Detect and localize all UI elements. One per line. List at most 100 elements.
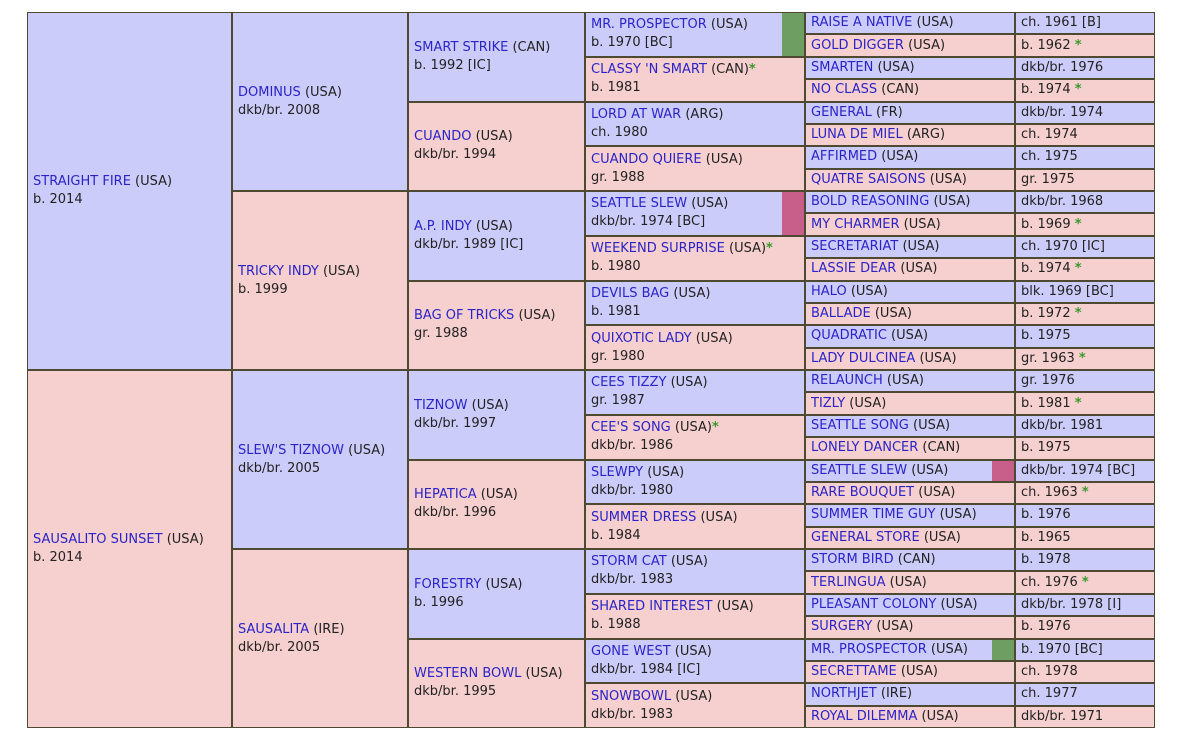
info-line: gr. 1976: [1021, 372, 1149, 390]
origin: (USA): [710, 17, 748, 33]
horse-name[interactable]: SHARED INTEREST: [591, 599, 713, 615]
horse-name[interactable]: FORESTRY: [414, 576, 482, 592]
horse-name[interactable]: QUATRE SAISONS: [811, 171, 926, 187]
horse-name[interactable]: SLEWPY: [591, 464, 644, 480]
horse-name[interactable]: RELAUNCH: [811, 373, 883, 389]
horse-name[interactable]: GENERAL STORE: [811, 529, 920, 545]
horse-name[interactable]: HALO: [811, 283, 847, 299]
origin: (USA): [700, 509, 738, 525]
horse-name[interactable]: ROYAL DILEMMA: [811, 708, 918, 724]
horse-name[interactable]: DOMINUS: [238, 84, 301, 100]
horse-name[interactable]: SNOWBOWL: [591, 688, 672, 704]
info: dkb/br. 1980: [591, 482, 674, 498]
horse-name[interactable]: STORM CAT: [591, 554, 667, 570]
horse-name[interactable]: MY CHARMER: [811, 216, 900, 232]
horse-name[interactable]: GOLD DIGGER: [811, 37, 904, 53]
horse-name[interactable]: CLASSY 'N SMART: [591, 62, 707, 78]
info-cell: dkb/br. 1968: [1016, 192, 1154, 213]
horse-name[interactable]: GONE WEST: [591, 643, 671, 659]
horse-cell: QUADRATIC (USA): [806, 326, 1014, 347]
horse-name[interactable]: WESTERN BOWL: [414, 666, 522, 682]
horse-name[interactable]: QUIXOTIC LADY: [591, 330, 692, 346]
origin: (USA): [933, 194, 971, 210]
info: b. 1978: [1021, 552, 1071, 568]
horse-name[interactable]: STORM BIRD: [811, 552, 894, 568]
horse-name[interactable]: LUNA DE MIEL: [811, 127, 903, 143]
horse-name[interactable]: HEPATICA: [414, 487, 477, 503]
horse-name[interactable]: SMART STRIKE: [414, 39, 509, 55]
horse-name[interactable]: A.P. INDY: [414, 218, 472, 234]
horse-name[interactable]: NORTHJET: [811, 686, 877, 702]
horse-name[interactable]: CEES TIZZY: [591, 375, 667, 391]
horse-name[interactable]: CUANDO: [414, 129, 472, 145]
horse-cell: RELAUNCH (USA): [806, 371, 1014, 392]
horse-name[interactable]: MR. PROSPECTOR: [811, 641, 927, 657]
horse-name[interactable]: STRAIGHT FIRE: [33, 174, 131, 189]
info: dkb/br. 1974 [BC]: [1021, 462, 1136, 478]
info-line: blk. 1969 [BC]: [1021, 283, 1149, 301]
info-cell: blk. 1969 [BC]: [1016, 281, 1154, 302]
horse-name[interactable]: SAUSALITA: [238, 621, 310, 637]
info-line: b. 1988: [591, 616, 799, 634]
horse-cell: WEEKEND SURPRISE (USA)* b. 1980: [586, 236, 804, 280]
horse-name[interactable]: WEEKEND SURPRISE: [591, 241, 725, 257]
horse-name[interactable]: GENERAL: [811, 104, 872, 120]
horse-name[interactable]: CUANDO QUIERE: [591, 151, 702, 167]
horse-name[interactable]: QUADRATIC: [811, 328, 887, 344]
horse-name[interactable]: LASSIE DEAR: [811, 261, 897, 277]
horse-name[interactable]: SEATTLE SONG: [811, 417, 909, 433]
origin: (USA): [480, 487, 518, 503]
info: dkb/br. 1995: [414, 684, 497, 700]
horse-cell: LUNA DE MIEL (ARG): [806, 124, 1014, 146]
horse-name[interactable]: SURGERY: [811, 619, 873, 635]
info: b. 1972: [1021, 306, 1071, 322]
horse-name[interactable]: BALLADE: [811, 306, 871, 322]
info: b. 1992 [IC]: [414, 57, 491, 73]
origin: (USA): [485, 576, 523, 592]
name-line: CUANDO (USA): [414, 128, 579, 146]
horse-name[interactable]: AFFIRMED: [811, 149, 878, 165]
horse-name[interactable]: BAG OF TRICKS: [414, 308, 515, 324]
horse-name[interactable]: SEATTLE SLEW: [811, 462, 908, 478]
origin: (USA): [939, 507, 977, 523]
horse-name[interactable]: RAISE A NATIVE: [811, 15, 913, 31]
horse-cell: SUMMER TIME GUY (USA): [806, 505, 1014, 526]
horse-name[interactable]: LADY DULCINEA: [811, 350, 916, 366]
horse-name[interactable]: SLEW'S TIZNOW: [238, 442, 345, 458]
horse-name[interactable]: BOLD REASONING: [811, 194, 930, 210]
horse-name[interactable]: TIZLY: [811, 395, 846, 411]
horse-name[interactable]: LORD AT WAR: [591, 106, 682, 122]
horse-name[interactable]: MR. PROSPECTOR: [591, 17, 707, 33]
horse-name[interactable]: SEATTLE SLEW: [591, 196, 688, 212]
name-line: HEPATICA (USA): [414, 486, 579, 504]
horse-name[interactable]: SUMMER TIME GUY: [811, 507, 936, 523]
horse-name[interactable]: TIZNOW: [414, 397, 468, 413]
horse-name[interactable]: DEVILS BAG: [591, 285, 670, 301]
horse-cell: LASSIE DEAR (USA): [806, 259, 1014, 280]
name-line: MY CHARMER (USA): [811, 216, 1009, 234]
horse-name[interactable]: TRICKY INDY: [238, 263, 319, 279]
origin: (ARG): [685, 106, 724, 122]
star: *: [1081, 574, 1089, 590]
name-line: LADY DULCINEA (USA): [811, 350, 1009, 368]
horse-name[interactable]: TERLINGUA: [811, 574, 886, 590]
info-cell: ch. 1978: [1016, 661, 1154, 683]
horse-name[interactable]: RARE BOUQUET: [811, 485, 915, 501]
info: gr. 1975: [1021, 171, 1075, 187]
name-line: GONE WEST (USA): [591, 643, 799, 661]
horse-name[interactable]: NO CLASS: [811, 82, 878, 98]
horse-name[interactable]: CEE'S SONG: [591, 420, 671, 436]
horse-name[interactable]: LONELY DANCER: [811, 440, 919, 456]
horse-name[interactable]: SECRETTAME: [811, 664, 897, 680]
horse-name[interactable]: SAUSALITO SUNSET: [33, 532, 163, 547]
horse-name[interactable]: SMARTEN: [811, 59, 874, 75]
name-line: QUATRE SAISONS (USA): [811, 171, 1009, 189]
origin: (USA): [918, 485, 956, 501]
horse-name[interactable]: SECRETARIAT: [811, 238, 899, 254]
origin: (USA): [705, 151, 743, 167]
info-line: ch. 1963 *: [1021, 484, 1149, 502]
info-line: ch. 1980: [591, 124, 799, 142]
horse-name[interactable]: SUMMER DRESS: [591, 509, 697, 525]
horse-name[interactable]: PLEASANT COLONY: [811, 596, 937, 612]
